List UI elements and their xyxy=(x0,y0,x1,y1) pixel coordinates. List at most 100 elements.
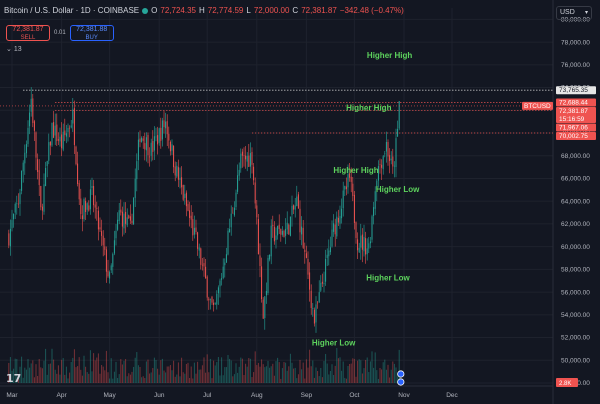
volume-bar xyxy=(37,375,39,383)
candle-body xyxy=(9,228,11,247)
candle-body xyxy=(379,164,381,165)
candle-body xyxy=(45,167,47,187)
candle-body xyxy=(390,158,392,161)
volume-bar xyxy=(8,362,10,383)
candle-body xyxy=(233,207,235,216)
volume-bar xyxy=(257,362,259,383)
candle-body xyxy=(24,152,26,164)
sell-button[interactable]: 72,381.87 SELL xyxy=(6,25,50,41)
candle-body xyxy=(147,135,149,156)
candle-body xyxy=(145,137,147,151)
candle-body xyxy=(264,296,266,319)
volume-bar xyxy=(272,363,274,383)
volume-bar xyxy=(96,357,98,383)
y-tick-label: 52,000.00 xyxy=(561,335,590,342)
volume-bar xyxy=(69,372,71,383)
volume-bar xyxy=(53,359,55,383)
indicators-count: 13 xyxy=(13,46,22,53)
volume-bar xyxy=(333,374,335,383)
volume-bar xyxy=(293,368,295,383)
volume-bar xyxy=(246,366,248,383)
candle-body xyxy=(200,248,202,265)
volume-bar xyxy=(237,372,239,383)
volume-bar xyxy=(179,376,181,383)
price-label: 72,381.87 xyxy=(559,108,588,115)
candle-body xyxy=(73,108,75,145)
volume-bar xyxy=(24,367,26,383)
volume-bar xyxy=(360,360,362,383)
low-value: 72,000.00 xyxy=(253,6,290,15)
candle-body xyxy=(245,155,247,160)
candle-body xyxy=(283,230,285,238)
currency-select[interactable]: USD ▾ xyxy=(556,6,592,20)
volume-bar xyxy=(241,358,243,383)
candle-body xyxy=(61,134,63,149)
candle-body xyxy=(339,216,341,224)
volume-bar xyxy=(128,373,130,383)
candle-body xyxy=(374,191,376,209)
volume-bar xyxy=(368,372,370,383)
candle-body xyxy=(360,235,362,248)
volume-bar xyxy=(107,372,109,383)
candle-body xyxy=(229,229,231,233)
volume-bar xyxy=(29,367,31,383)
volume-bar xyxy=(21,356,23,383)
volume-bar xyxy=(195,373,197,383)
candle-body xyxy=(320,282,322,291)
volume-bar xyxy=(117,378,119,383)
candle-body xyxy=(397,128,399,137)
volume-bar xyxy=(110,358,112,383)
candle-body xyxy=(232,212,234,214)
volume-bar xyxy=(277,357,279,383)
candle-body xyxy=(30,98,32,112)
volume-bar xyxy=(313,377,315,383)
volume-bar xyxy=(54,369,56,383)
candle-body xyxy=(85,200,87,212)
y-tick-label: 56,000.00 xyxy=(561,289,590,296)
volume-bar xyxy=(57,365,59,383)
candle-body xyxy=(222,266,224,279)
indicators-toggle[interactable]: ⌄ 13 xyxy=(6,45,22,53)
close-label: C xyxy=(292,6,299,15)
currency-value: USD xyxy=(560,9,575,16)
tradingview-logo-icon: 17 xyxy=(6,372,22,385)
candle-body xyxy=(312,307,314,310)
candle-body xyxy=(185,192,187,207)
volume-bar xyxy=(219,375,221,383)
volume-bar xyxy=(384,359,386,383)
candle-body xyxy=(393,165,395,167)
symbol-title[interactable]: Bitcoin / U.S. Dollar · 1D · COINBASE xyxy=(4,6,140,15)
candle-body xyxy=(131,220,133,224)
candle-body xyxy=(67,127,69,133)
y-tick-label: 54,000.00 xyxy=(561,312,590,319)
candle-body xyxy=(96,207,98,209)
volume-label: 2.8K xyxy=(559,381,571,387)
candle-body xyxy=(248,155,250,167)
candle-body xyxy=(27,127,29,144)
volume-bar xyxy=(118,374,120,383)
volume-bar xyxy=(209,358,211,383)
volume-bar xyxy=(315,367,317,383)
volume-bar xyxy=(75,367,77,383)
candle-body xyxy=(254,182,256,204)
volume-bar xyxy=(275,361,277,383)
x-tick-label: Aug xyxy=(251,392,263,399)
candle-body xyxy=(214,302,216,304)
volume-bar xyxy=(318,376,320,383)
candle-body xyxy=(41,206,43,211)
volume-bar xyxy=(192,378,194,383)
volume-bar xyxy=(181,357,183,383)
volume-bar xyxy=(91,371,93,383)
price-label-box xyxy=(556,98,596,107)
candle-body xyxy=(153,136,155,151)
candle-body xyxy=(246,155,248,162)
volume-bar xyxy=(70,361,72,383)
buy-button[interactable]: 72,381.88 BUY xyxy=(69,25,114,41)
volume-bar xyxy=(133,366,135,383)
candle-body xyxy=(64,130,66,136)
candle-body xyxy=(125,211,127,224)
volume-bar xyxy=(256,365,258,383)
chevron-down-icon: ⌄ xyxy=(6,46,12,53)
candle-body xyxy=(267,258,269,294)
